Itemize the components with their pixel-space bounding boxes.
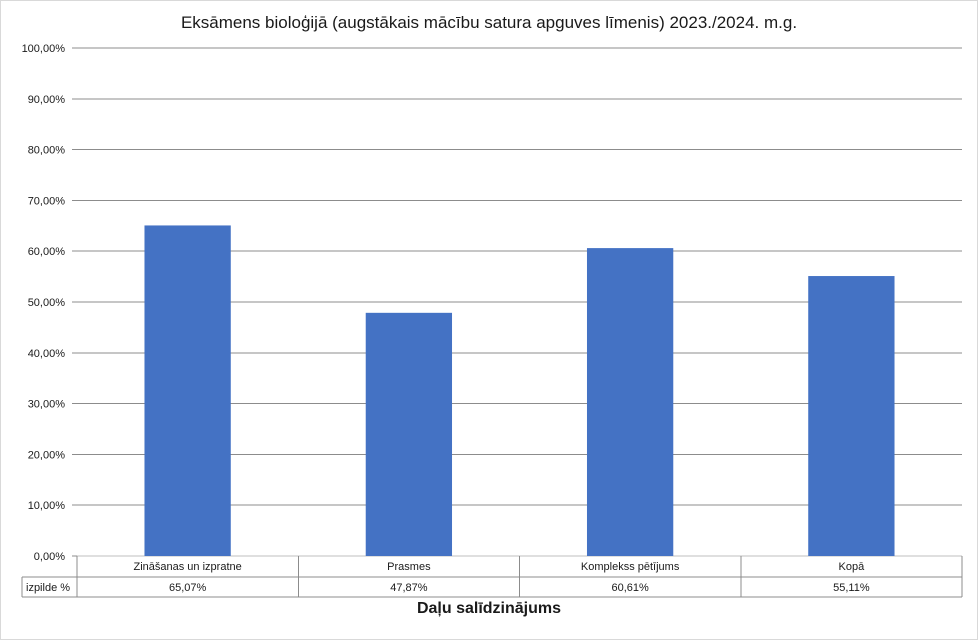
y-tick-label: 30,00%	[28, 399, 66, 411]
y-tick-label: 10,00%	[28, 500, 66, 512]
category-label: Zināšanas un izpratne	[134, 561, 242, 573]
x-axis-title: Daļu salīdzinājums	[416, 600, 562, 617]
series-name-label: izpilde %	[26, 582, 70, 594]
y-axis-ticks: 0,00% 10,00% 20,00% 30,00% 40,00% 50,00% 60,00…	[22, 43, 66, 563]
bar	[586, 248, 674, 556]
y-tick-label: 50,00%	[28, 297, 66, 309]
bar	[808, 276, 895, 556]
bar	[365, 312, 453, 556]
data-label: 55,11%	[833, 582, 870, 594]
data-label: 47,87%	[390, 582, 428, 594]
y-tick-label: 60,00%	[28, 246, 66, 258]
y-tick-label: 80,00%	[28, 145, 66, 157]
category-label: Komplekss pētījums	[581, 561, 680, 573]
y-tick-label: 40,00%	[28, 348, 66, 360]
category-label: Kopā	[839, 561, 866, 573]
y-tick-label: 90,00%	[28, 94, 66, 106]
y-tick-label: 0,00%	[34, 551, 65, 563]
chart-title: Eksāmens bioloģijā (augstākais mācību sa…	[180, 13, 798, 32]
y-tick-label: 70,00%	[28, 195, 66, 207]
bars	[144, 225, 895, 556]
y-tick-label: 20,00%	[28, 449, 66, 461]
y-tick-label: 100,00%	[22, 43, 66, 55]
bar	[144, 225, 231, 556]
data-label: 65,07%	[169, 582, 207, 594]
data-table: Zināšanas un izpratne 65,07% Prasmes 47,87%…	[21, 556, 963, 598]
data-label: 60,61%	[611, 582, 649, 594]
category-label: Prasmes	[387, 561, 431, 573]
